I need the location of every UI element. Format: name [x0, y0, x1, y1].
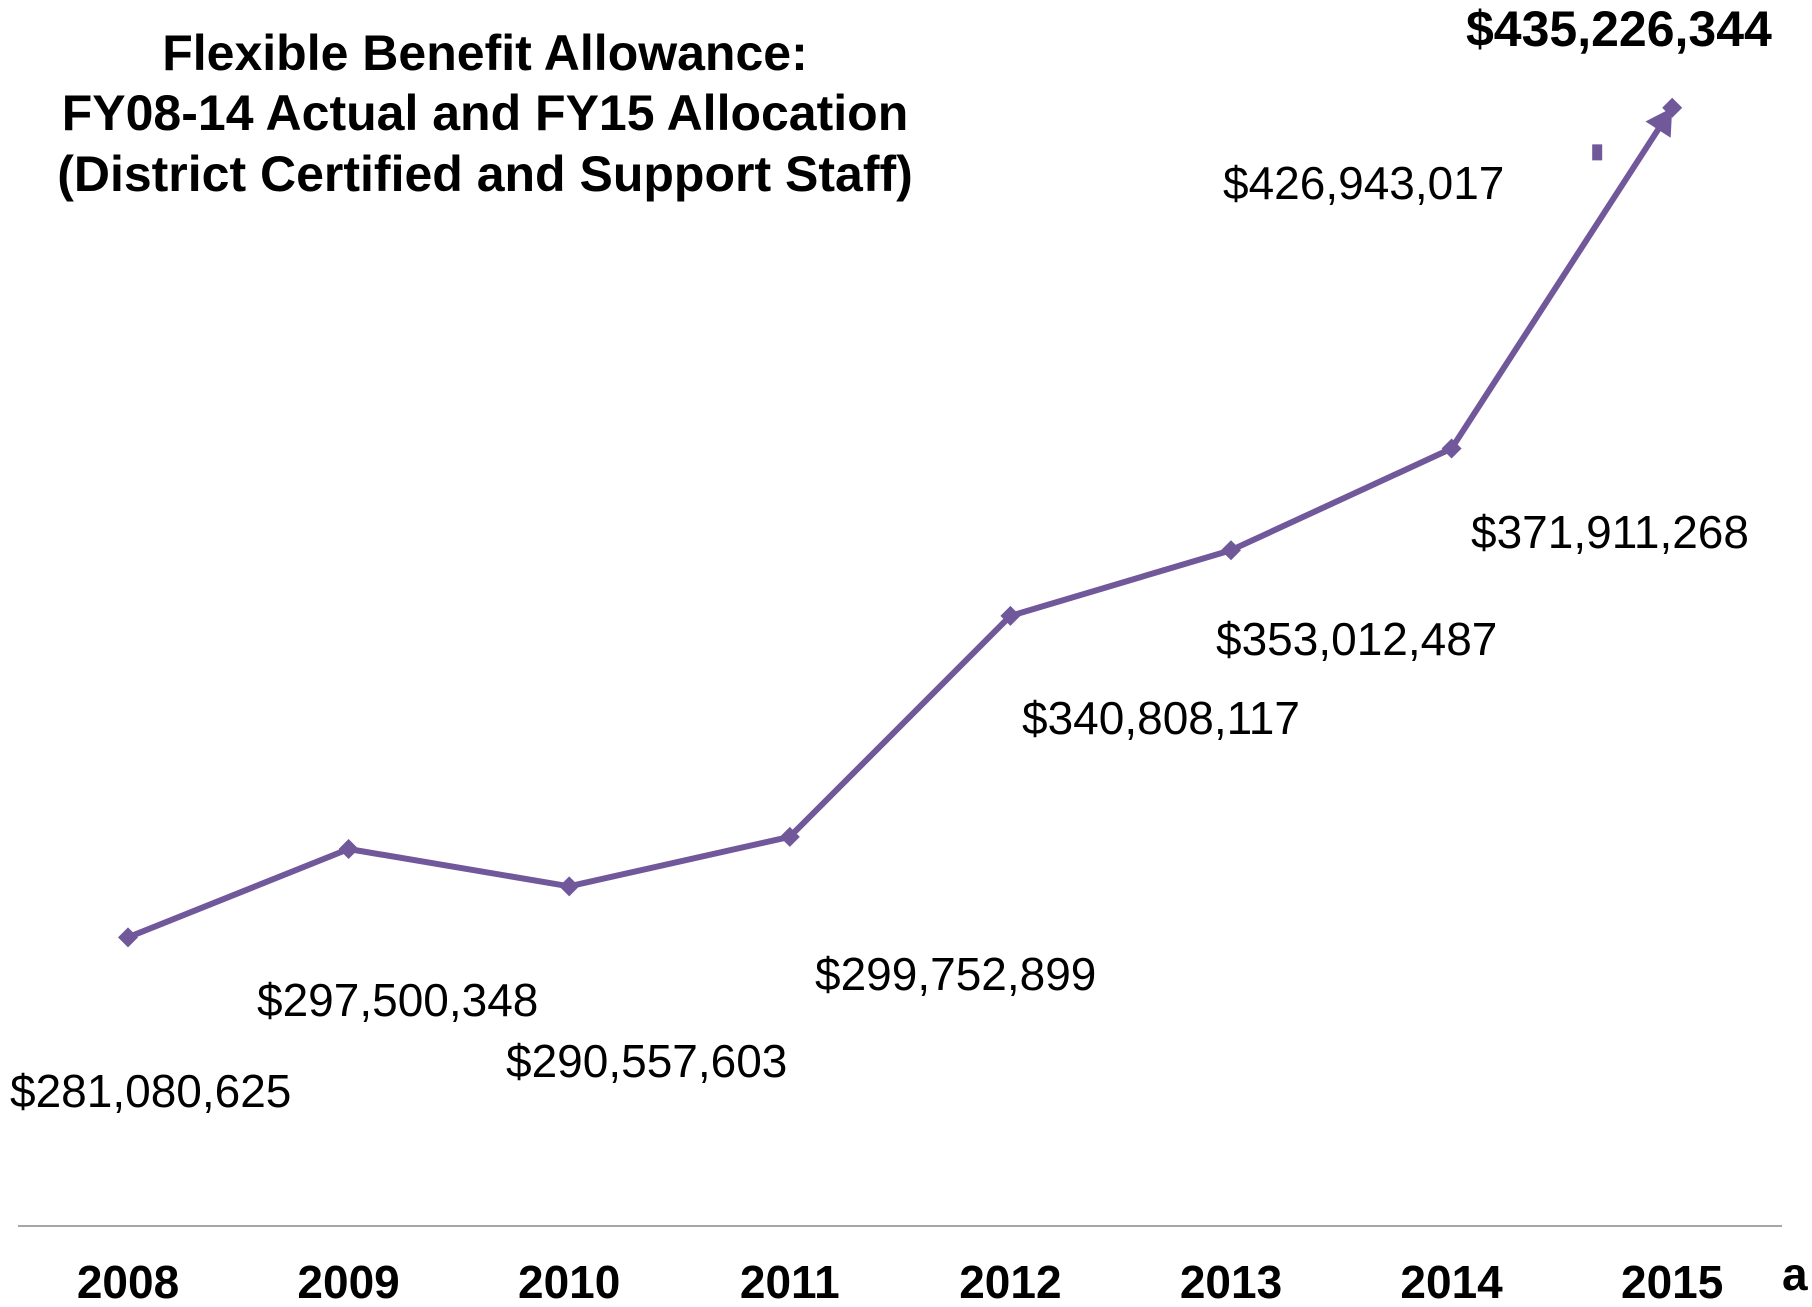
- chart-title: Flexible Benefit Allowance: FY08-14 Actu…: [57, 25, 913, 202]
- chart-title-line-1: Flexible Benefit Allowance:: [162, 25, 808, 81]
- x-tick-layer: 2008 2009 2010 2011 2012 2013 2014 2015: [77, 1256, 1724, 1307]
- data-point-marker: [118, 927, 138, 948]
- intermediate-point-label: $426,943,017: [1223, 157, 1504, 209]
- data-point-marker: [559, 876, 580, 897]
- data-label-highlight: $435,226,344: [1466, 1, 1772, 57]
- data-label: $340,808,117: [1022, 692, 1300, 744]
- data-label: $353,012,487: [1216, 613, 1497, 665]
- x-tick-label: 2012: [959, 1256, 1061, 1307]
- x-tick-label: 2010: [518, 1256, 620, 1307]
- data-point-marker: [1441, 438, 1462, 459]
- data-label: $371,911,268: [1471, 506, 1749, 558]
- partial-glyph-right-edge: a: [1782, 1248, 1808, 1300]
- data-point-marker: [779, 826, 800, 847]
- x-tick-label: 2009: [297, 1256, 399, 1307]
- data-label-layer: $281,080,625 $297,500,348 $290,557,603 $299…: [10, 1, 1772, 1117]
- series-line: [126, 106, 1675, 941]
- chart-title-line-2: FY08-14 Actual and FY15 Allocation: [62, 85, 909, 141]
- data-point-marker: [1000, 605, 1021, 626]
- chart-title-line-3: (District Certified and Support Staff): [57, 146, 913, 202]
- x-tick-label: 2015: [1621, 1256, 1723, 1307]
- intermediate-point-marker: [1592, 144, 1603, 161]
- x-tick-label: 2014: [1400, 1256, 1503, 1307]
- data-label: $290,557,603: [506, 1035, 787, 1087]
- x-tick-label: 2013: [1180, 1256, 1282, 1307]
- x-tick-label: 2011: [740, 1256, 840, 1307]
- series-layer: [118, 97, 1683, 948]
- x-tick-label: 2008: [77, 1256, 179, 1307]
- data-label: $281,080,625: [10, 1065, 291, 1117]
- data-label: $297,500,348: [257, 974, 538, 1026]
- series-arrowhead: [1645, 107, 1673, 138]
- data-label: $299,752,899: [815, 948, 1096, 1000]
- data-point-marker: [338, 838, 359, 859]
- data-point-marker: [1221, 540, 1241, 561]
